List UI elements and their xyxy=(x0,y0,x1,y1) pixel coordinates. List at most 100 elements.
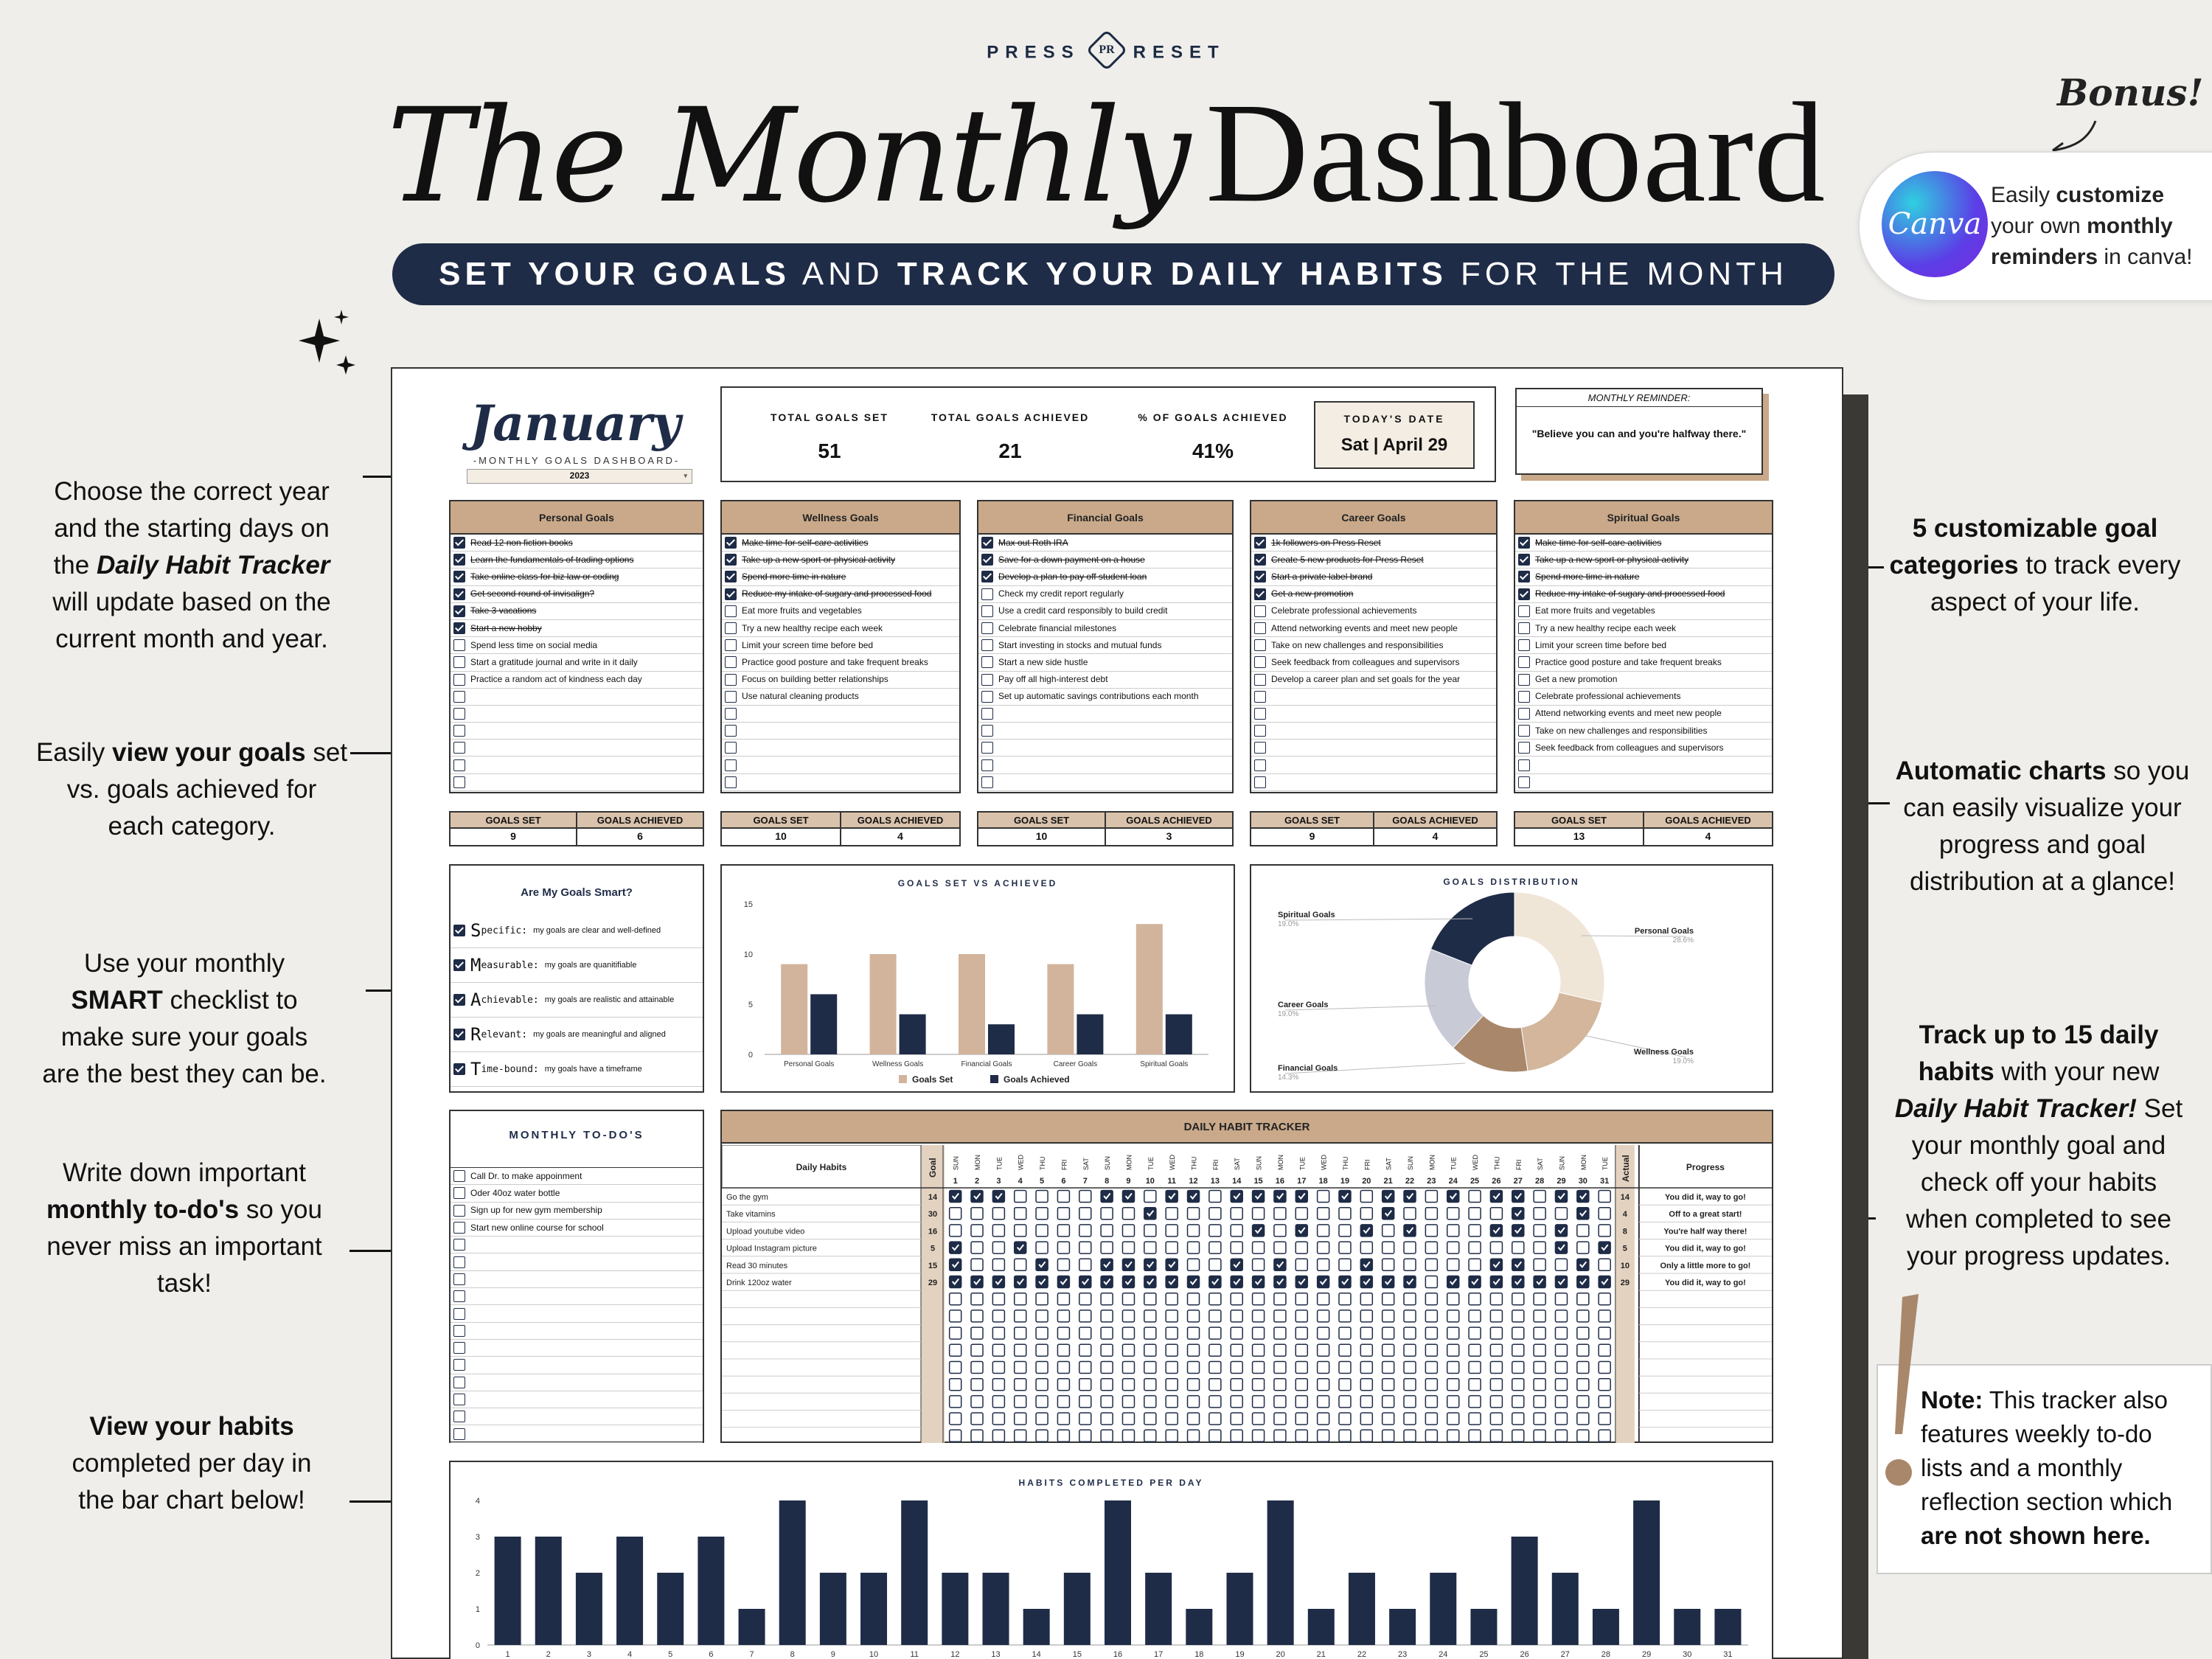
habit-checkbox[interactable] xyxy=(1295,1258,1309,1272)
habit-checkbox[interactable] xyxy=(1533,1395,1546,1408)
todo-checkbox[interactable] xyxy=(453,1307,465,1320)
habit-checkbox[interactable] xyxy=(1533,1429,1546,1443)
goal-checkbox[interactable] xyxy=(725,776,737,788)
habit-checkbox[interactable] xyxy=(1013,1429,1027,1443)
habit-checkbox[interactable] xyxy=(1295,1343,1309,1357)
habit-checkbox[interactable] xyxy=(1554,1206,1568,1220)
goal-checkbox[interactable] xyxy=(725,673,737,686)
habit-checkbox[interactable] xyxy=(1598,1189,1611,1203)
goal-checkbox[interactable] xyxy=(1518,639,1530,652)
goal-checkbox[interactable] xyxy=(981,690,993,703)
goal-checkbox[interactable] xyxy=(981,588,993,600)
habit-checkbox[interactable] xyxy=(1057,1206,1071,1220)
habit-checkbox[interactable] xyxy=(1403,1258,1416,1272)
habit-checkbox[interactable] xyxy=(1512,1292,1525,1306)
habit-checkbox[interactable] xyxy=(970,1412,984,1425)
habit-checkbox[interactable] xyxy=(1468,1206,1481,1220)
habit-checkbox[interactable] xyxy=(1403,1292,1416,1306)
habit-checkbox[interactable] xyxy=(1446,1292,1460,1306)
habit-checkbox[interactable] xyxy=(1403,1412,1416,1425)
habit-checkbox[interactable] xyxy=(1208,1189,1222,1203)
habit-checkbox[interactable] xyxy=(1230,1412,1243,1425)
habit-checkbox[interactable] xyxy=(1035,1275,1048,1289)
habit-checkbox[interactable] xyxy=(1165,1258,1178,1272)
habit-checkbox[interactable] xyxy=(970,1241,984,1254)
habit-checkbox[interactable] xyxy=(948,1241,962,1254)
habit-checkbox[interactable] xyxy=(1035,1377,1048,1391)
habit-checkbox[interactable] xyxy=(1121,1241,1135,1254)
habit-checkbox[interactable] xyxy=(1013,1224,1027,1237)
habit-checkbox[interactable] xyxy=(1013,1377,1027,1391)
habit-checkbox[interactable] xyxy=(1554,1360,1568,1374)
habit-checkbox[interactable] xyxy=(1144,1310,1157,1323)
goal-checkbox[interactable] xyxy=(725,725,737,737)
habit-checkbox[interactable] xyxy=(1273,1189,1287,1203)
habit-checkbox[interactable] xyxy=(1208,1343,1222,1357)
habit-checkbox[interactable] xyxy=(1273,1343,1287,1357)
habit-checkbox[interactable] xyxy=(1381,1377,1395,1391)
habit-checkbox[interactable] xyxy=(1013,1343,1027,1357)
habit-checkbox[interactable] xyxy=(1403,1310,1416,1323)
habit-checkbox[interactable] xyxy=(1468,1275,1481,1289)
habit-checkbox[interactable] xyxy=(1208,1292,1222,1306)
habit-checkbox[interactable] xyxy=(1446,1326,1460,1340)
habit-checkbox[interactable] xyxy=(1273,1310,1287,1323)
habit-checkbox[interactable] xyxy=(1144,1429,1157,1443)
habit-checkbox[interactable] xyxy=(1295,1395,1309,1408)
habit-checkbox[interactable] xyxy=(1512,1275,1525,1289)
todo-checkbox[interactable] xyxy=(453,1290,465,1303)
habit-checkbox[interactable] xyxy=(1251,1224,1265,1237)
habit-checkbox[interactable] xyxy=(970,1343,984,1357)
habit-checkbox[interactable] xyxy=(1489,1326,1503,1340)
habit-checkbox[interactable] xyxy=(1100,1326,1113,1340)
habit-checkbox[interactable] xyxy=(1100,1429,1113,1443)
habit-checkbox[interactable] xyxy=(1576,1292,1590,1306)
goal-checkbox[interactable] xyxy=(725,759,737,771)
habit-checkbox[interactable] xyxy=(1446,1206,1460,1220)
habit-checkbox[interactable] xyxy=(1165,1241,1178,1254)
habit-checkbox[interactable] xyxy=(992,1343,1006,1357)
habit-checkbox[interactable] xyxy=(1035,1343,1048,1357)
habit-checkbox[interactable] xyxy=(1425,1206,1439,1220)
habit-checkbox[interactable] xyxy=(1381,1189,1395,1203)
todo-checkbox[interactable] xyxy=(453,1394,465,1405)
habit-checkbox[interactable] xyxy=(948,1292,962,1306)
habit-checkbox[interactable] xyxy=(1121,1412,1135,1425)
habit-checkbox[interactable] xyxy=(1230,1275,1243,1289)
habit-checkbox[interactable] xyxy=(1338,1412,1352,1425)
habit-checkbox[interactable] xyxy=(1533,1258,1546,1272)
habit-checkbox[interactable] xyxy=(1165,1224,1178,1237)
habit-checkbox[interactable] xyxy=(1316,1189,1330,1203)
habit-checkbox[interactable] xyxy=(992,1189,1006,1203)
habit-checkbox[interactable] xyxy=(1381,1258,1395,1272)
habit-checkbox[interactable] xyxy=(1273,1275,1287,1289)
habit-checkbox[interactable] xyxy=(992,1292,1006,1306)
habit-checkbox[interactable] xyxy=(1208,1206,1222,1220)
goal-checkbox[interactable] xyxy=(1518,707,1530,720)
habit-checkbox[interactable] xyxy=(1121,1360,1135,1374)
habit-checkbox[interactable] xyxy=(1381,1310,1395,1323)
goal-checkbox[interactable] xyxy=(1254,707,1266,720)
habit-checkbox[interactable] xyxy=(1144,1189,1157,1203)
habit-checkbox[interactable] xyxy=(1468,1429,1481,1443)
goal-checkbox[interactable] xyxy=(725,588,737,600)
habit-checkbox[interactable] xyxy=(1425,1412,1439,1425)
todo-checkbox[interactable] xyxy=(453,1273,465,1285)
habit-checkbox[interactable] xyxy=(1057,1395,1071,1408)
habit-checkbox[interactable] xyxy=(1425,1224,1439,1237)
goal-checkbox[interactable] xyxy=(453,776,465,788)
habit-checkbox[interactable] xyxy=(1035,1292,1048,1306)
habit-checkbox[interactable] xyxy=(948,1189,962,1203)
habit-checkbox[interactable] xyxy=(1295,1412,1309,1425)
habit-checkbox[interactable] xyxy=(1013,1258,1027,1272)
habit-checkbox[interactable] xyxy=(1273,1395,1287,1408)
habit-checkbox[interactable] xyxy=(1165,1395,1178,1408)
habit-checkbox[interactable] xyxy=(1100,1292,1113,1306)
habit-checkbox[interactable] xyxy=(1316,1343,1330,1357)
habit-checkbox[interactable] xyxy=(1598,1275,1611,1289)
habit-checkbox[interactable] xyxy=(1338,1189,1352,1203)
habit-checkbox[interactable] xyxy=(1598,1310,1611,1323)
goal-checkbox[interactable] xyxy=(725,622,737,635)
habit-checkbox[interactable] xyxy=(1360,1206,1374,1220)
habit-checkbox[interactable] xyxy=(1425,1258,1439,1272)
